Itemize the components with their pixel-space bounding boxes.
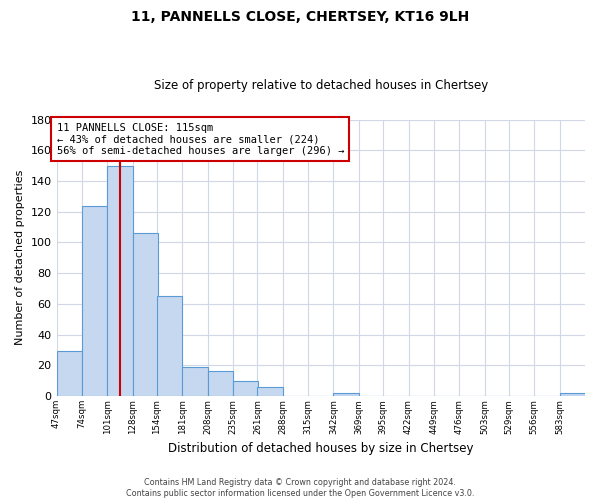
Bar [208,372,233,396]
Bar [560,393,585,396]
Bar [107,166,133,396]
Bar [157,296,182,396]
Bar [334,393,359,396]
Bar [133,233,158,396]
Title: Size of property relative to detached houses in Chertsey: Size of property relative to detached ho… [154,79,488,92]
Text: 11, PANNELLS CLOSE, CHERTSEY, KT16 9LH: 11, PANNELLS CLOSE, CHERTSEY, KT16 9LH [131,10,469,24]
Text: 11 PANNELLS CLOSE: 115sqm
← 43% of detached houses are smaller (224)
56% of semi: 11 PANNELLS CLOSE: 115sqm ← 43% of detac… [56,122,344,156]
Bar [182,367,208,396]
Bar [56,352,82,396]
Text: Contains HM Land Registry data © Crown copyright and database right 2024.
Contai: Contains HM Land Registry data © Crown c… [126,478,474,498]
Bar [233,380,259,396]
Bar [257,387,283,396]
Bar [82,206,107,396]
X-axis label: Distribution of detached houses by size in Chertsey: Distribution of detached houses by size … [168,442,473,455]
Y-axis label: Number of detached properties: Number of detached properties [15,170,25,346]
